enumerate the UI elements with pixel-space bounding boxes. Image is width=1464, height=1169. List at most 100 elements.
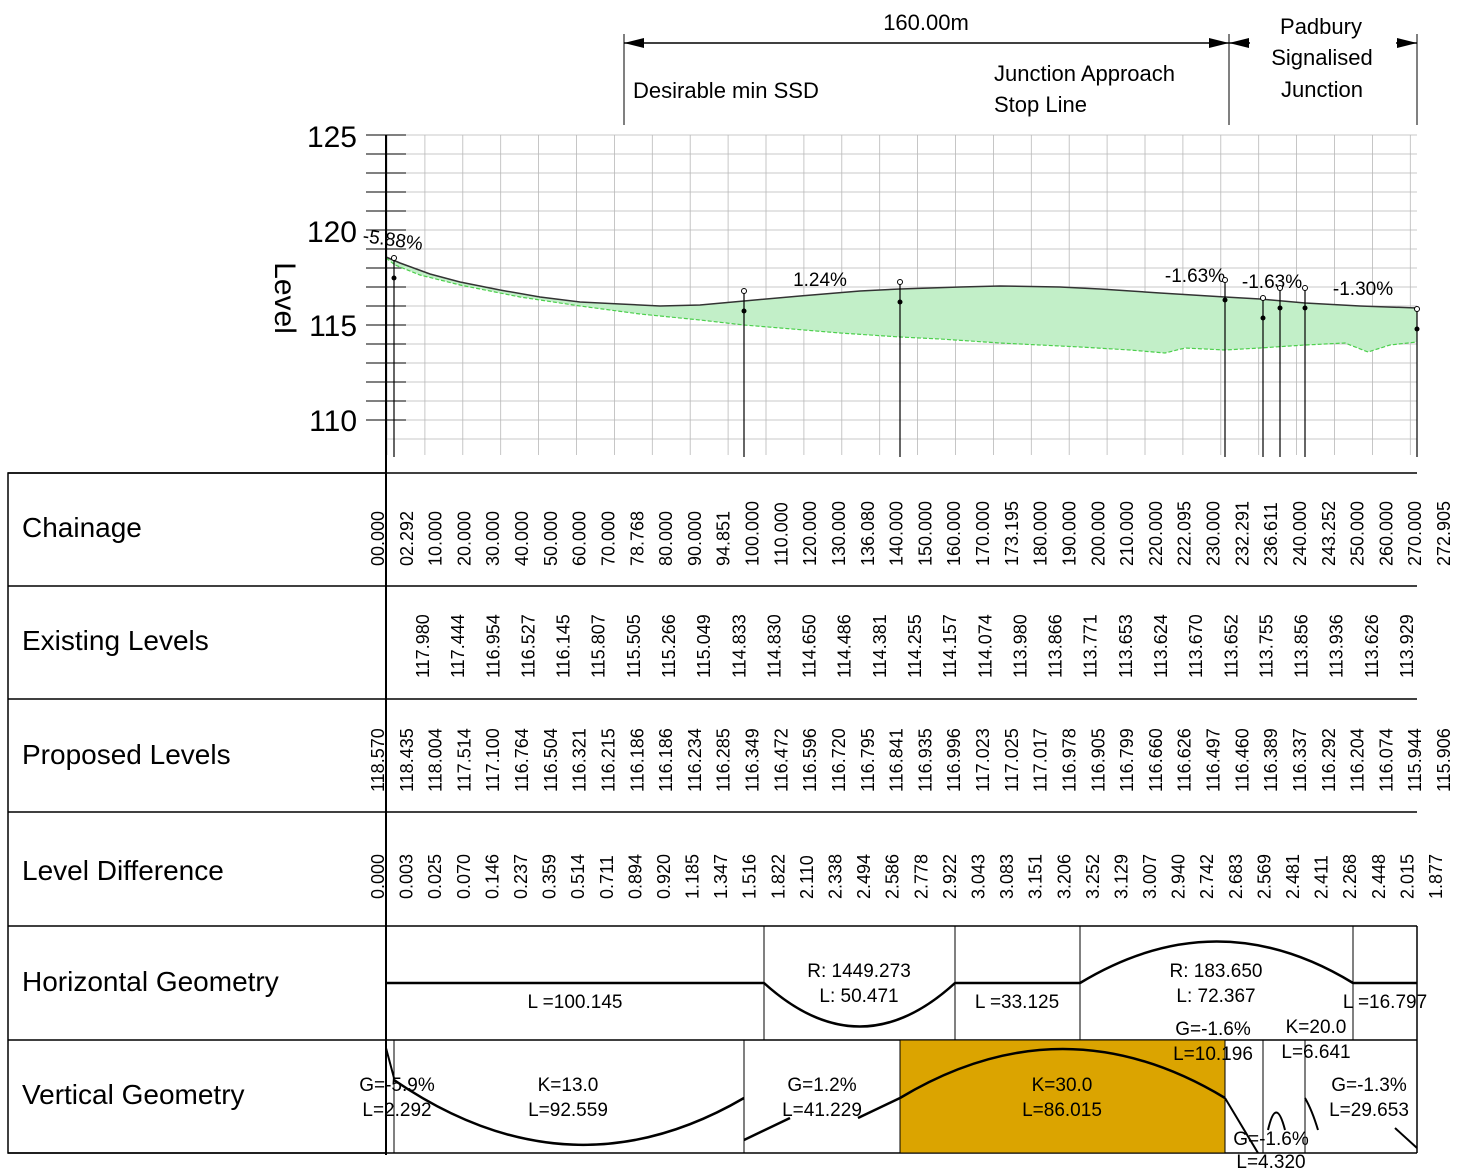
v-grade-4: G=-1.6% [1233, 1129, 1309, 1150]
level-difference-value: 1.185 [683, 854, 703, 899]
axis-tick-label: 120 [307, 216, 357, 249]
proposed-level-value: 116.460 [1232, 728, 1252, 792]
level-difference-value: 1.516 [740, 854, 760, 899]
v-grade-3-length: L=10.196 [1173, 1044, 1253, 1065]
level-difference-value: 2.586 [883, 854, 903, 899]
chainage-value: 173.195 [1002, 501, 1022, 566]
grade-label: -1.63% [1242, 272, 1302, 293]
h-straight-2: L =33.125 [975, 992, 1059, 1013]
existing-level-value: 113.626 [1362, 614, 1382, 678]
existing-level-value: 113.670 [1186, 614, 1206, 678]
h-curve-2-length: L: 72.367 [1176, 986, 1255, 1007]
v-curve-2-k: K=30.0 [1032, 1075, 1093, 1096]
proposed-level-value: 116.626 [1175, 728, 1195, 792]
chainage-value: 260.000 [1376, 501, 1396, 566]
proposed-level-value: 116.596 [800, 728, 820, 792]
level-difference-value: 3.043 [969, 854, 989, 899]
horizontal-geometry: L =100.145 R: 1449.273 L: 50.471 L =33.1… [386, 926, 1427, 1040]
profile-grid [366, 134, 1417, 455]
chainage-value: 243.252 [1319, 501, 1339, 566]
chainage-value: 180.000 [1031, 501, 1051, 566]
chainage-value: 110.000 [771, 502, 791, 566]
axis-tick-label: 115 [309, 310, 357, 343]
chainage-value: 40.000 [512, 511, 532, 566]
proposed-level-value: 116.337 [1290, 728, 1310, 792]
proposed-level-value: 117.100 [483, 728, 503, 792]
proposed-level-value: 116.292 [1319, 728, 1339, 792]
chainage-value: 230.000 [1204, 501, 1224, 566]
chainage-value: 190.000 [1060, 501, 1080, 566]
v-grade-5-length: L=29.653 [1329, 1100, 1409, 1121]
chainage-value: 200.000 [1088, 501, 1108, 566]
level-difference-value: 0.146 [482, 854, 502, 899]
existing-level-value: 113.856 [1292, 614, 1312, 678]
level-difference-value: 2.110 [797, 855, 817, 899]
level-difference-value: 2.922 [940, 854, 960, 899]
proposed-level-value: 116.285 [714, 728, 734, 792]
existing-level-value: 113.929 [1397, 614, 1417, 678]
level-difference-value: 0.025 [425, 854, 445, 899]
chainage-value: 00.000 [368, 511, 388, 566]
grade-label: 1.24% [793, 270, 847, 291]
proposed-level-value: 117.023 [973, 728, 993, 792]
proposed-level-value: 116.472 [771, 728, 791, 792]
chainage-value: 232.291 [1232, 501, 1252, 566]
table-values: 00.000 02.292 10.000 20.000 30.000 40.000 50.0… [368, 501, 1454, 899]
level-difference-value: 1.877 [1426, 854, 1446, 899]
existing-level-value: 117.980 [413, 614, 433, 678]
proposed-level-line [385, 256, 1418, 309]
level-difference-value: 1.347 [711, 854, 731, 899]
proposed-level-value: 115.906 [1434, 728, 1454, 792]
existing-level-value: 114.830 [764, 614, 784, 678]
chainage-value: 222.095 [1175, 501, 1195, 566]
level-axis: 125 120 115 110 Level [268, 121, 387, 1155]
chainage-value: 10.000 [426, 511, 446, 566]
proposed-level-value: 118.570 [368, 728, 388, 792]
stop-line-label-1: Junction Approach [994, 61, 1175, 86]
proposed-level-value: 116.321 [570, 728, 590, 792]
level-difference-value: 0.920 [654, 854, 674, 899]
existing-level-value: 117.444 [448, 614, 468, 678]
existing-level-value: 115.049 [694, 614, 714, 678]
dimension-annotation: 160.00m Desirable min SSD Junction Appro… [623, 10, 1418, 125]
chainage-value: 250.000 [1348, 501, 1368, 566]
chainage-value: 02.292 [397, 511, 417, 566]
level-difference-value: 0.711 [597, 855, 617, 899]
chainage-value: 90.000 [685, 511, 705, 566]
v-curve-2-length: L=86.015 [1022, 1100, 1102, 1121]
vertical-geometry: G=-5.9% L=2.292 K=13.0 L=92.559 G=1.2% L… [359, 1017, 1418, 1169]
level-difference-value: 0.237 [511, 854, 531, 899]
level-difference-value: 3.252 [1083, 854, 1103, 899]
proposed-level-value: 117.025 [1002, 728, 1022, 792]
proposed-level-value: 116.660 [1146, 728, 1166, 792]
chainage-value: 120.000 [800, 501, 820, 566]
chainage-value: 140.000 [887, 501, 907, 566]
level-difference-value: 3.129 [1112, 854, 1132, 899]
level-difference-value: 0.003 [397, 854, 417, 899]
existing-level-value: 116.527 [518, 614, 538, 678]
existing-level-value: 114.381 [870, 614, 890, 678]
proposed-level-value: 116.234 [685, 728, 705, 792]
h-straight-3: L =16.797 [1343, 992, 1427, 1013]
v-grade-4-length: L=4.320 [1236, 1152, 1305, 1169]
chainage-value: 94.851 [714, 511, 734, 566]
v-grade-1-length: L=2.292 [362, 1100, 431, 1121]
level-difference-value: 1.822 [768, 854, 788, 899]
dimension-label: 160.00m [883, 10, 969, 35]
proposed-level-value: 116.504 [541, 728, 561, 792]
axis-tick-label: 125 [307, 121, 357, 154]
existing-level-value: 114.650 [800, 614, 820, 678]
proposed-level-value: 116.389 [1261, 728, 1281, 792]
chainage-value: 100.000 [743, 501, 763, 566]
axis-tick-label: 110 [309, 405, 357, 438]
existing-level-value: 113.755 [1256, 614, 1276, 678]
chainage-value: 160.000 [944, 501, 964, 566]
level-difference-value: 2.778 [911, 854, 931, 899]
proposed-level-value: 116.905 [1088, 728, 1108, 792]
chainage-value: 78.768 [627, 511, 647, 566]
chainage-value: 70.000 [599, 511, 619, 566]
stop-line-label-2: Stop Line [994, 92, 1087, 117]
level-difference-value: 0.894 [625, 854, 645, 899]
v-curve-1-k: K=13.0 [538, 1075, 599, 1096]
grade-labels: -5.88% 1.24% -1.63% -1.63% -1.30% [361, 226, 1393, 300]
